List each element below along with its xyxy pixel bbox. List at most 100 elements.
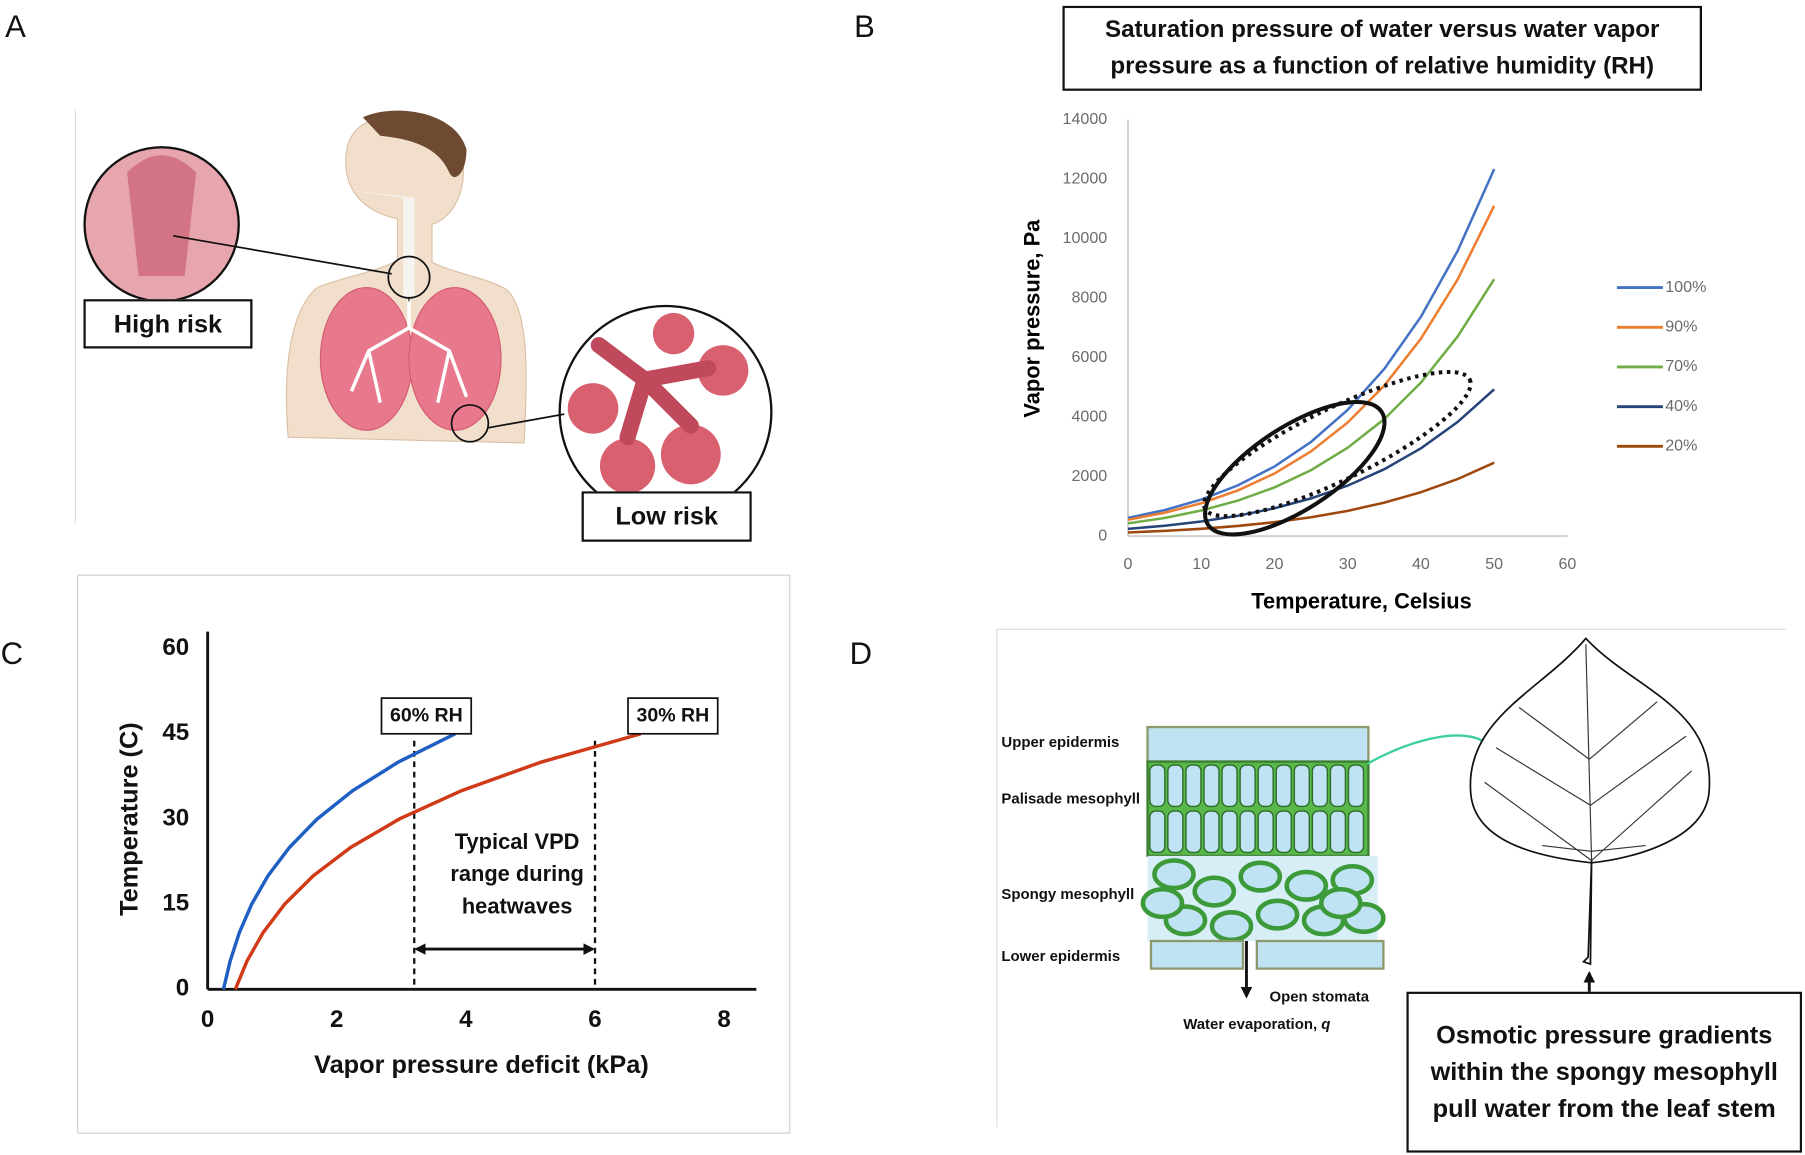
y-tick-label: 14000 — [1063, 110, 1108, 128]
x-tick-label: 30 — [1339, 555, 1357, 573]
lower-epidermis — [1255, 939, 1385, 970]
cell — [1221, 764, 1238, 808]
cell — [1149, 764, 1166, 808]
airway — [345, 189, 415, 300]
cell — [1255, 898, 1300, 931]
connector — [172, 234, 392, 275]
x-axis-title: Temperature, Celsius — [1251, 589, 1472, 614]
series-line — [221, 732, 456, 990]
y-tick-label: 0 — [176, 975, 189, 1002]
x-axis-title: Vapor pressure deficit (kPa) — [314, 1051, 649, 1079]
alveolus — [599, 438, 656, 494]
y-tick-label: 4000 — [1071, 407, 1107, 425]
hair — [362, 110, 467, 178]
y-tick-label: 2000 — [1071, 467, 1107, 485]
y-axis-title: Temperature (C) — [115, 722, 143, 916]
x-tick-label: 40 — [1412, 555, 1430, 573]
panel-label: A — [5, 9, 26, 44]
right-lung — [408, 287, 502, 431]
legend-label: 20% — [1665, 437, 1697, 455]
layer-label: Upper epidermis — [1001, 734, 1119, 751]
connector — [487, 413, 565, 429]
highlight-ellipse-dotted — [1202, 369, 1473, 519]
y-tick-label: 6000 — [1071, 348, 1107, 366]
cell — [1318, 886, 1363, 920]
cell — [1329, 764, 1347, 808]
panel-label: C — [1, 636, 23, 671]
cell — [1239, 764, 1256, 808]
x-tick-label: 4 — [459, 1006, 473, 1033]
palisade-cells — [1149, 764, 1365, 854]
annotation-text: Typical VPD range during heatwaves — [450, 830, 584, 920]
lower-epidermis — [1149, 939, 1245, 970]
evaporation-label: Water evaporation, q — [1183, 1016, 1330, 1033]
bronchi — [349, 299, 469, 404]
cell — [1238, 860, 1283, 893]
x-tick-label: 2 — [330, 1006, 343, 1033]
cell — [1329, 810, 1347, 854]
legend-label: 60% RH — [390, 705, 463, 727]
cell — [1209, 909, 1254, 943]
y-axis-title: Vapor pressure, Pa — [1019, 219, 1044, 418]
leaf — [1469, 637, 1711, 864]
x-tick-label: 6 — [588, 1006, 601, 1033]
low-risk-label: Low risk — [581, 491, 752, 542]
frame-line — [996, 628, 1787, 1128]
cell — [1293, 810, 1310, 854]
x-tick-label: 0 — [1124, 555, 1133, 573]
chart-b: 0 2000 4000 6000 8000 10000 12000 14000 0 10 20 30 4… — [1019, 110, 1706, 614]
series-line — [1127, 388, 1496, 531]
legend-label: 30% RH — [636, 705, 709, 727]
caption-box: Osmotic pressure gradients within the sp… — [1406, 991, 1803, 1153]
cell — [1203, 810, 1220, 854]
x-tick-label: 0 — [201, 1006, 214, 1033]
stomata-label: Open stomata — [1269, 988, 1369, 1005]
series-line — [1127, 461, 1495, 534]
label-box: Low risk — [581, 491, 752, 542]
panel-label: B — [854, 9, 875, 44]
cell — [1257, 764, 1274, 808]
legend-box — [380, 697, 473, 735]
legend-label: 90% — [1665, 318, 1697, 336]
series-line — [1127, 168, 1496, 520]
cell — [1221, 810, 1238, 854]
y-tick-label: 8000 — [1071, 288, 1107, 306]
x-tick-label: 50 — [1485, 555, 1503, 573]
high-risk-label: High risk — [83, 299, 253, 349]
cell — [1311, 764, 1329, 808]
cell — [1284, 869, 1329, 902]
evaporation-text: Water evaporation, — [1183, 1016, 1317, 1033]
cell — [1167, 810, 1184, 854]
highlight-ellipse — [1203, 399, 1387, 537]
legend-label: 100% — [1665, 278, 1706, 296]
annotation-box: Typical VPD range during heatwaves — [450, 830, 584, 920]
y-tick-label: 30 — [162, 804, 189, 831]
cell — [1149, 810, 1166, 854]
title-box: Saturation pressure of water versus wate… — [1062, 5, 1703, 91]
cell — [1311, 810, 1329, 854]
y-tick-label: 10000 — [1063, 229, 1108, 247]
y-tick-label: 15 — [162, 890, 189, 917]
alveolus — [660, 424, 721, 485]
cell — [1347, 810, 1365, 854]
y-tick-label: 12000 — [1063, 169, 1108, 187]
cell — [1167, 764, 1184, 808]
layer-label: Spongy mesophyll — [1001, 886, 1134, 903]
upper-epidermis — [1146, 725, 1370, 763]
y-tick-label: 0 — [1098, 526, 1107, 544]
spongy-cells — [1140, 858, 1386, 943]
cell — [1185, 810, 1202, 854]
legend-label: 70% — [1665, 357, 1697, 375]
legend-box — [627, 697, 719, 735]
alveolus — [652, 312, 695, 355]
larynx-detail — [127, 155, 197, 277]
chart-title: Saturation pressure of water versus wate… — [1062, 5, 1703, 91]
leaf-illustration — [996, 628, 1787, 1128]
inset-marker — [450, 404, 490, 443]
x-tick-label: 8 — [717, 1006, 730, 1033]
panel-frame — [77, 574, 791, 1134]
cell — [1239, 810, 1256, 854]
layer-label: Palisade mesophyll — [1001, 790, 1140, 807]
cell — [1293, 764, 1310, 808]
